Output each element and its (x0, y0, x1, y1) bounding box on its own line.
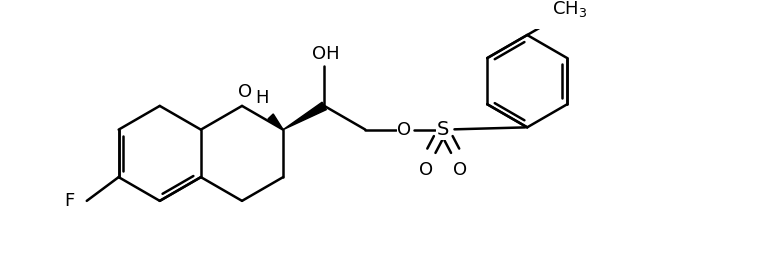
Text: OH: OH (312, 45, 339, 63)
Polygon shape (268, 114, 283, 130)
Polygon shape (283, 102, 326, 130)
Text: F: F (65, 192, 75, 210)
Text: O: O (419, 161, 433, 179)
Text: O: O (397, 121, 412, 139)
Text: O: O (453, 161, 468, 179)
Text: O: O (237, 83, 252, 101)
Text: H: H (255, 89, 269, 107)
Text: S: S (437, 120, 449, 139)
Text: CH$_3$: CH$_3$ (552, 0, 587, 19)
